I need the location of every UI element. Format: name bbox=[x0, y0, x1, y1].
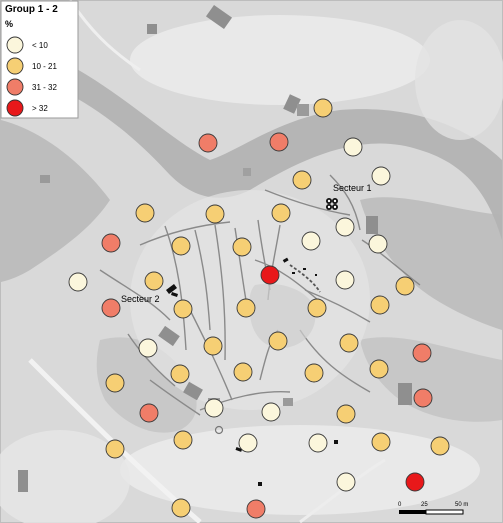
scale-tick-25: 25 bbox=[421, 502, 428, 508]
legend-items: < 10 10 - 21 31 - 32 > 32 bbox=[6, 36, 57, 117]
sample-point[interactable] bbox=[371, 432, 391, 452]
scale-bar-white bbox=[425, 509, 464, 515]
sample-point[interactable] bbox=[236, 298, 256, 318]
sample-point[interactable] bbox=[335, 217, 355, 237]
legend-label: < 10 bbox=[32, 41, 48, 50]
sample-point[interactable] bbox=[171, 236, 191, 256]
central-mound bbox=[249, 283, 316, 349]
sample-point[interactable] bbox=[308, 433, 328, 453]
sample-point[interactable] bbox=[261, 402, 281, 422]
legend-swatch bbox=[6, 36, 24, 54]
sector1-structure-icon bbox=[326, 198, 338, 210]
sample-point[interactable] bbox=[170, 364, 190, 384]
sample-point[interactable] bbox=[105, 439, 125, 459]
sample-point[interactable] bbox=[371, 166, 391, 186]
legend-label: > 32 bbox=[32, 104, 48, 113]
sample-point[interactable] bbox=[173, 299, 193, 319]
structure-markers bbox=[166, 198, 338, 486]
sample-point[interactable] bbox=[101, 233, 121, 253]
sample-point[interactable] bbox=[369, 359, 389, 379]
legend-swatch bbox=[6, 57, 24, 75]
sample-point[interactable] bbox=[336, 404, 356, 424]
scale-bar: 0 25 50 m bbox=[398, 502, 468, 515]
sample-point[interactable] bbox=[246, 499, 266, 519]
legend: Group 1 - 2 % < 10 10 - 21 31 - 32 > 32 bbox=[0, 0, 79, 119]
sample-point[interactable] bbox=[198, 133, 218, 153]
sample-point[interactable] bbox=[395, 276, 415, 296]
sample-point[interactable] bbox=[203, 336, 223, 356]
sample-point[interactable] bbox=[238, 433, 258, 453]
sample-point[interactable] bbox=[269, 132, 289, 152]
sector1-label: Secteur 1 bbox=[333, 183, 372, 193]
scale-tick-50: 50 m bbox=[455, 502, 468, 508]
sample-point[interactable] bbox=[368, 234, 388, 254]
sample-point[interactable] bbox=[232, 237, 252, 257]
sample-point[interactable] bbox=[173, 430, 193, 450]
sample-point[interactable] bbox=[101, 298, 121, 318]
sample-point[interactable] bbox=[307, 298, 327, 318]
legend-label: 31 - 32 bbox=[32, 83, 57, 92]
sample-point[interactable] bbox=[336, 472, 356, 492]
sample-point[interactable] bbox=[339, 333, 359, 353]
legend-swatch bbox=[6, 78, 24, 96]
sample-point[interactable] bbox=[292, 170, 312, 190]
scale-bar-black bbox=[399, 510, 426, 514]
scale-tick-0: 0 bbox=[398, 502, 402, 508]
sample-point[interactable] bbox=[260, 265, 280, 285]
legend-unit: % bbox=[5, 19, 13, 29]
sample-point[interactable] bbox=[105, 373, 125, 393]
sample-point[interactable] bbox=[204, 398, 224, 418]
sample-point[interactable] bbox=[68, 272, 88, 292]
sector2-structure-icon bbox=[166, 284, 178, 297]
sample-point[interactable] bbox=[268, 331, 288, 351]
sample-point[interactable] bbox=[205, 204, 225, 224]
sample-point[interactable] bbox=[335, 270, 355, 290]
sample-point[interactable] bbox=[139, 403, 159, 423]
legend-swatch bbox=[6, 99, 24, 117]
sector2-label: Secteur 2 bbox=[121, 294, 160, 304]
sample-point[interactable] bbox=[343, 137, 363, 157]
legend-title: Group 1 - 2 bbox=[5, 4, 58, 15]
sample-point[interactable] bbox=[301, 231, 321, 251]
sample-point[interactable] bbox=[138, 338, 158, 358]
sample-point[interactable] bbox=[144, 271, 164, 291]
sample-point[interactable] bbox=[313, 98, 333, 118]
sample-point[interactable] bbox=[370, 295, 390, 315]
sample-point[interactable] bbox=[135, 203, 155, 223]
sample-point[interactable] bbox=[412, 343, 432, 363]
sample-point[interactable] bbox=[233, 362, 253, 382]
legend-label: 10 - 21 bbox=[32, 62, 57, 71]
sample-point[interactable] bbox=[271, 203, 291, 223]
sample-point[interactable] bbox=[405, 472, 425, 492]
sample-point[interactable] bbox=[171, 498, 191, 518]
data-points-layer bbox=[68, 98, 450, 519]
small-ring-feature bbox=[214, 425, 224, 435]
sample-point[interactable] bbox=[413, 388, 433, 408]
sample-point[interactable] bbox=[430, 436, 450, 456]
sample-point[interactable] bbox=[304, 363, 324, 383]
